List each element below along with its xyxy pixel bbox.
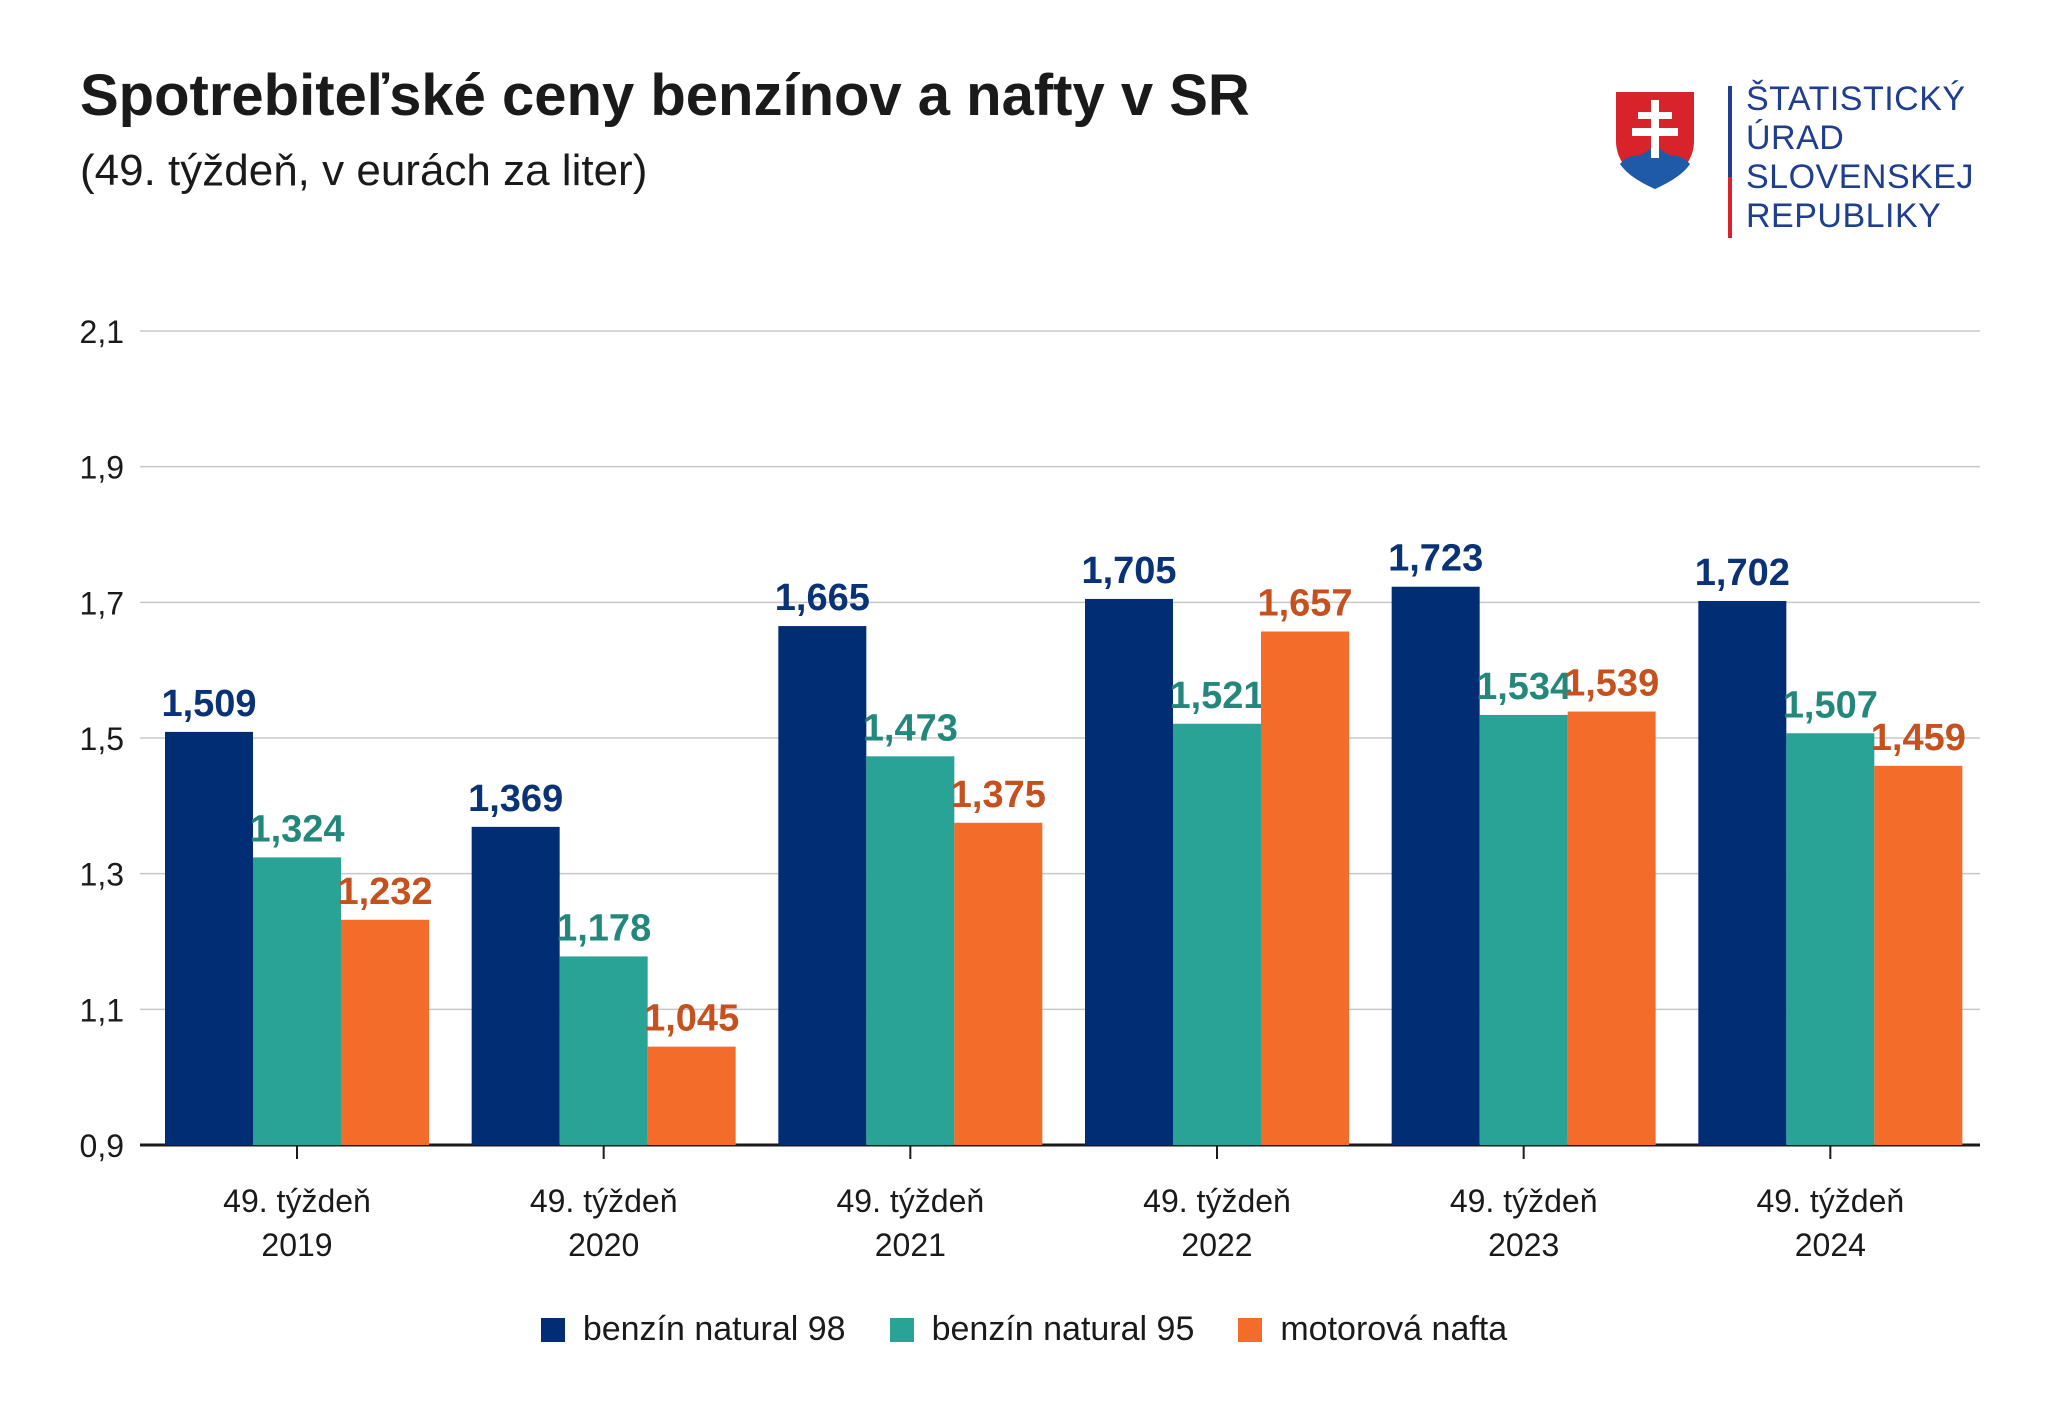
bar — [778, 626, 867, 1145]
data-label: 1,657 — [1257, 583, 1352, 625]
x-tick-label: 2023 — [1488, 1227, 1559, 1263]
bar — [1479, 714, 1568, 1145]
bar — [165, 731, 253, 1145]
data-label: 1,509 — [161, 683, 256, 725]
bar — [471, 826, 560, 1145]
y-tick-label: 0,9 — [80, 1128, 124, 1164]
bar — [1874, 765, 1963, 1145]
y-tick-label: 2,1 — [80, 314, 124, 350]
x-tick-label: 49. týždeň — [1143, 1183, 1291, 1219]
data-label: 1,324 — [249, 808, 344, 850]
legend-item: benzín natural 98 — [540, 1310, 846, 1349]
legend-item: benzín natural 95 — [889, 1310, 1195, 1349]
logo-line: ŠTATISTICKÝ — [1746, 80, 1966, 118]
bar — [1085, 598, 1173, 1145]
data-label: 1,375 — [951, 774, 1046, 816]
x-tick-label: 49. týždeň — [530, 1183, 678, 1219]
bar — [647, 1046, 736, 1145]
bar — [1173, 723, 1261, 1145]
y-tick-label: 1,9 — [80, 450, 124, 486]
x-tick-label: 2019 — [261, 1227, 332, 1263]
bar — [341, 919, 429, 1145]
bar — [1261, 631, 1349, 1145]
bar — [954, 822, 1043, 1145]
x-tick-label: 49. týždeň — [1757, 1183, 1905, 1219]
data-label: 1,232 — [337, 871, 432, 913]
data-label: 1,369 — [468, 778, 563, 820]
logo-line: REPUBLIKY — [1746, 197, 1942, 235]
legend-label: benzín natural 98 — [582, 1310, 846, 1348]
data-label: 1,521 — [1169, 675, 1264, 717]
x-tick-label: 2021 — [875, 1227, 946, 1263]
legend-item: motorová nafta — [1238, 1310, 1507, 1349]
bar-chart: 0,9 1,1 1,3 1,5 1,7 1,9 2,1 49. týždeň 2019 1,509… — [80, 314, 1980, 1263]
x-tick-label: 2024 — [1795, 1227, 1866, 1263]
logo-text: ŠTATISTICKÝ ÚRAD SLOVENSKEJ REPUBLIKY — [1746, 80, 1974, 236]
y-tick-label: 1,7 — [80, 585, 124, 621]
y-tick-label: 1,1 — [80, 992, 124, 1028]
bar — [1786, 733, 1875, 1145]
data-label: 1,178 — [556, 907, 651, 949]
bar — [1567, 711, 1656, 1145]
legend: benzín natural 98 benzín natural 95 moto… — [0, 1310, 2048, 1349]
logo-line: ÚRAD — [1746, 119, 1845, 157]
statistical-office-logo: ŠTATISTICKÝ ÚRAD SLOVENSKEJ REPUBLIKY — [1610, 80, 2030, 245]
data-label: 1,459 — [1871, 717, 1966, 759]
data-label: 1,473 — [863, 707, 958, 749]
x-tick-label: 49. týždeň — [837, 1183, 985, 1219]
data-label: 1,534 — [1476, 666, 1571, 708]
logo-line: SLOVENSKEJ — [1746, 158, 1974, 196]
legend-label: motorová nafta — [1280, 1310, 1508, 1348]
bar — [1391, 586, 1480, 1145]
coat-of-arms-icon — [1611, 87, 1699, 196]
bar — [559, 956, 648, 1145]
x-tick-label: 2020 — [568, 1227, 639, 1263]
data-label: 1,723 — [1388, 538, 1483, 580]
data-label: 1,665 — [775, 577, 870, 619]
y-tick-label: 1,3 — [80, 857, 124, 893]
y-tick-label: 1,5 — [80, 721, 124, 757]
chart-subtitle: (49. týždeň, v eurách za liter) — [80, 146, 648, 195]
x-tick-label: 49. týždeň — [223, 1183, 371, 1219]
data-label: 1,702 — [1695, 552, 1790, 594]
x-tick-label: 2022 — [1181, 1227, 1252, 1263]
bar — [253, 857, 341, 1145]
chart-title: Spotrebiteľské ceny benzínov a nafty v S… — [80, 63, 1250, 128]
legend-swatch — [889, 1317, 914, 1342]
legend-label: benzín natural 95 — [931, 1310, 1195, 1348]
x-tick-label: 49. týždeň — [1450, 1183, 1598, 1219]
data-label: 1,539 — [1564, 663, 1659, 705]
bar — [866, 756, 955, 1145]
data-label: 1,705 — [1081, 550, 1176, 592]
legend-swatch — [540, 1317, 565, 1342]
legend-swatch — [1238, 1317, 1263, 1342]
data-label: 1,045 — [644, 998, 739, 1040]
bar — [1698, 600, 1787, 1145]
logo-divider — [1728, 86, 1732, 238]
data-label: 1,507 — [1783, 684, 1878, 726]
